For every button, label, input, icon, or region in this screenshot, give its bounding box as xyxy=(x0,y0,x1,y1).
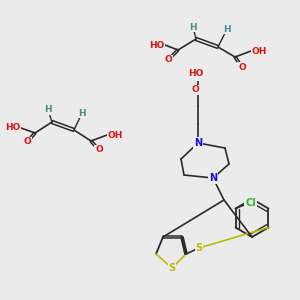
Text: S: S xyxy=(168,263,175,273)
Text: Cl: Cl xyxy=(245,199,256,208)
Text: N: N xyxy=(194,138,202,148)
Text: O: O xyxy=(238,62,246,71)
Text: H: H xyxy=(78,109,86,118)
Text: O: O xyxy=(191,85,199,94)
Text: S: S xyxy=(195,243,203,253)
Text: H: H xyxy=(194,71,202,80)
Text: H: H xyxy=(223,25,231,34)
Text: O: O xyxy=(23,137,31,146)
Text: O: O xyxy=(164,56,172,64)
Text: OH: OH xyxy=(108,130,123,140)
Text: H: H xyxy=(44,106,52,115)
Text: H: H xyxy=(189,22,197,32)
Text: HO: HO xyxy=(188,70,204,79)
Text: O: O xyxy=(95,146,103,154)
Text: HO: HO xyxy=(148,40,164,50)
Text: N: N xyxy=(209,173,217,183)
Text: OH: OH xyxy=(252,46,267,56)
Text: HO: HO xyxy=(4,124,20,133)
